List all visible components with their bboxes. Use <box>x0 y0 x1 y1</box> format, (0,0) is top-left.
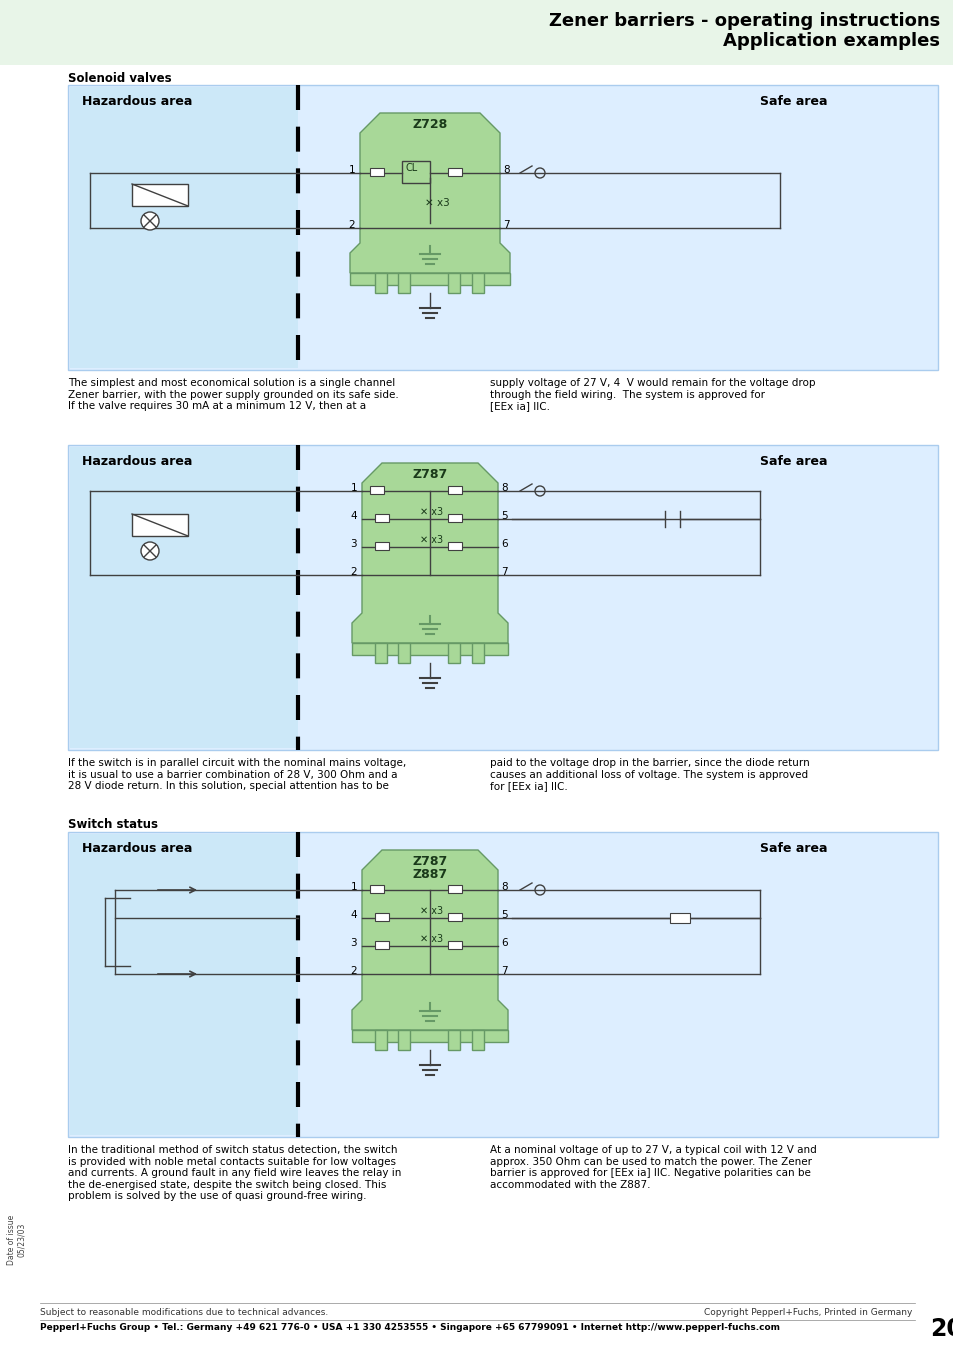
Bar <box>132 184 188 205</box>
Bar <box>448 486 461 494</box>
Bar <box>70 834 297 1135</box>
Text: Pepperl+Fuchs Group • Tel.: Germany +49 621 776-0 • USA +1 330 4253555 • Singapo: Pepperl+Fuchs Group • Tel.: Germany +49 … <box>40 1323 780 1332</box>
Text: 2: 2 <box>350 567 356 577</box>
Bar <box>70 86 297 367</box>
Bar <box>375 542 389 550</box>
Text: supply voltage of 27 V, 4  V would remain for the voltage drop
through the field: supply voltage of 27 V, 4 V would remain… <box>490 378 815 411</box>
Text: paid to the voltage drop in the barrier, since the diode return
causes an additi: paid to the voltage drop in the barrier,… <box>490 758 809 792</box>
Text: 6: 6 <box>500 539 507 549</box>
Text: Hazardous area: Hazardous area <box>82 95 193 108</box>
Text: 2: 2 <box>350 966 356 975</box>
Bar <box>448 942 461 948</box>
Text: In the traditional method of switch status detection, the switch
is provided wit: In the traditional method of switch stat… <box>68 1146 401 1201</box>
Bar <box>375 913 389 921</box>
Bar <box>68 85 937 370</box>
Text: ✕ x3: ✕ x3 <box>419 907 442 916</box>
Text: 7: 7 <box>500 966 507 975</box>
Text: Z887: Z887 <box>412 867 447 881</box>
Text: 1: 1 <box>350 882 356 892</box>
Text: 5: 5 <box>500 511 507 521</box>
Bar <box>472 273 483 293</box>
Bar <box>0 0 953 65</box>
Text: Safe area: Safe area <box>760 95 826 108</box>
Text: 3: 3 <box>350 539 356 549</box>
Text: 05/23/03: 05/23/03 <box>17 1223 27 1258</box>
Polygon shape <box>352 463 507 643</box>
Bar <box>397 273 410 293</box>
Text: If the switch is in parallel circuit with the nominal mains voltage,
it is usual: If the switch is in parallel circuit wit… <box>68 758 406 792</box>
Text: The simplest and most economical solution is a single channel
Zener barrier, wit: The simplest and most economical solutio… <box>68 378 398 411</box>
Text: 5: 5 <box>500 911 507 920</box>
Polygon shape <box>352 850 507 1029</box>
Bar <box>370 885 384 893</box>
Text: 7: 7 <box>500 567 507 577</box>
Text: 4: 4 <box>350 911 356 920</box>
Bar <box>370 168 384 176</box>
Text: Date of issue: Date of issue <box>8 1215 16 1265</box>
Text: 2: 2 <box>348 220 355 230</box>
Bar <box>375 273 387 293</box>
Circle shape <box>141 212 159 230</box>
Bar <box>448 513 461 521</box>
Bar <box>448 643 459 663</box>
Polygon shape <box>350 113 510 273</box>
Text: ✕ x3: ✕ x3 <box>424 199 449 208</box>
Bar <box>397 643 410 663</box>
Bar <box>352 643 507 655</box>
Bar <box>669 913 689 923</box>
Text: 8: 8 <box>500 484 507 493</box>
Bar <box>448 273 459 293</box>
Text: 4: 4 <box>350 511 356 521</box>
Text: 1: 1 <box>348 165 355 176</box>
Bar <box>448 542 461 550</box>
Text: Zener barriers - operating instructions: Zener barriers - operating instructions <box>548 12 939 30</box>
Bar <box>68 832 937 1138</box>
Bar <box>472 1029 483 1050</box>
Bar <box>401 161 430 182</box>
Text: 6: 6 <box>500 938 507 948</box>
Bar <box>68 444 937 750</box>
Bar <box>448 913 461 921</box>
Text: Hazardous area: Hazardous area <box>82 842 193 855</box>
Bar <box>370 486 384 494</box>
Text: 8: 8 <box>500 882 507 892</box>
Text: ✕ x3: ✕ x3 <box>419 535 442 544</box>
Bar <box>448 885 461 893</box>
Text: At a nominal voltage of up to 27 V, a typical coil with 12 V and
approx. 350 Ohm: At a nominal voltage of up to 27 V, a ty… <box>490 1146 816 1190</box>
Text: Solenoid valves: Solenoid valves <box>68 72 172 85</box>
Text: 1: 1 <box>350 484 356 493</box>
Text: Safe area: Safe area <box>760 455 826 467</box>
Text: Z787: Z787 <box>412 467 447 481</box>
Bar <box>132 513 188 536</box>
Text: ✕ x3: ✕ x3 <box>419 934 442 944</box>
Bar <box>448 1029 459 1050</box>
Text: Hazardous area: Hazardous area <box>82 455 193 467</box>
Text: Subject to reasonable modifications due to technical advances.: Subject to reasonable modifications due … <box>40 1308 328 1317</box>
Bar <box>375 513 389 521</box>
Text: 3: 3 <box>350 938 356 948</box>
Bar <box>350 273 510 285</box>
Text: Safe area: Safe area <box>760 842 826 855</box>
Text: ✕ x3: ✕ x3 <box>419 507 442 517</box>
Text: Switch status: Switch status <box>68 817 158 831</box>
Text: 7: 7 <box>502 220 509 230</box>
Bar <box>375 643 387 663</box>
Text: CL: CL <box>406 163 417 173</box>
Bar <box>472 643 483 663</box>
Text: 8: 8 <box>502 165 509 176</box>
Bar <box>70 447 297 748</box>
Text: Z787: Z787 <box>412 855 447 867</box>
Bar <box>448 168 461 176</box>
Bar <box>375 942 389 948</box>
Circle shape <box>141 542 159 561</box>
Bar <box>352 1029 507 1042</box>
Bar <box>375 1029 387 1050</box>
Text: 20: 20 <box>929 1317 953 1342</box>
Text: Z728: Z728 <box>412 118 447 131</box>
Bar <box>397 1029 410 1050</box>
Text: Application examples: Application examples <box>722 32 939 50</box>
Text: Copyright Pepperl+Fuchs, Printed in Germany: Copyright Pepperl+Fuchs, Printed in Germ… <box>703 1308 911 1317</box>
